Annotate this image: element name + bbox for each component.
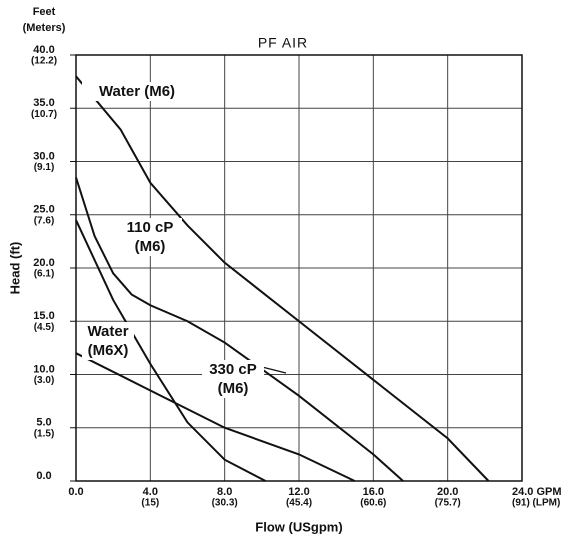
x-tick-sublabel: (60.6) bbox=[360, 498, 386, 509]
y-tick-label: 25.0 bbox=[33, 204, 54, 216]
y-tick-sublabel: (3.0) bbox=[34, 375, 55, 386]
y-tick-sublabel: (4.5) bbox=[34, 322, 55, 333]
series-label: Water (M6X) bbox=[82, 322, 134, 360]
x-tick-sublabel: (75.7) bbox=[435, 498, 461, 509]
x-tick-sublabel: (30.3) bbox=[212, 498, 238, 509]
x-tick-label: 16.0 bbox=[363, 486, 384, 498]
series-line bbox=[75, 352, 356, 482]
x-axis-label: Flow (USgpm) bbox=[255, 519, 342, 534]
y-tick-label: 30.0 bbox=[33, 150, 54, 162]
series-label: 330 cP (M6) bbox=[202, 360, 264, 398]
y-tick-sublabel: (12.2) bbox=[31, 56, 57, 67]
y-tick-label: 20.0 bbox=[33, 257, 54, 269]
y-tick-label: 0.0 bbox=[36, 470, 51, 482]
series-line bbox=[75, 219, 267, 482]
x-tick-label: 4.0 bbox=[143, 486, 158, 498]
x-tick-label: 8.0 bbox=[217, 486, 232, 498]
y-tick-label: 40.0 bbox=[33, 44, 54, 56]
x-tick-sublabel: (15) bbox=[141, 498, 159, 509]
x-tick-label: 20.0 bbox=[437, 486, 458, 498]
y-tick-label: 15.0 bbox=[33, 310, 54, 322]
y-unit-sublabel: (Meters) bbox=[23, 22, 66, 34]
y-tick-sublabel: (1.5) bbox=[34, 428, 55, 439]
x-tick-sublabel: (91) (LPM) bbox=[512, 498, 560, 509]
chart-title: PF AIR bbox=[258, 35, 308, 51]
x-tick-sublabel: (45.4) bbox=[286, 498, 312, 509]
y-tick-label: 10.0 bbox=[33, 363, 54, 375]
series-label: Water (M6) bbox=[82, 82, 192, 101]
y-tick-sublabel: (10.7) bbox=[31, 109, 57, 120]
y-unit-label: Feet bbox=[33, 6, 56, 18]
x-tick-label: 0.0 bbox=[68, 486, 83, 498]
y-tick-sublabel: (7.6) bbox=[34, 215, 55, 226]
y-tick-label: 35.0 bbox=[33, 97, 54, 109]
series-label: 110 cP (M6) bbox=[118, 218, 182, 256]
plot-frame bbox=[75, 54, 523, 482]
series-line bbox=[75, 75, 490, 482]
x-tick-label: 24.0 GPM bbox=[512, 486, 562, 498]
y-tick-sublabel: (6.1) bbox=[34, 269, 55, 280]
y-tick-label: 5.0 bbox=[36, 417, 51, 429]
x-tick-label: 12.0 bbox=[288, 486, 309, 498]
y-axis-label: Head (ft) bbox=[7, 242, 22, 295]
label-leader bbox=[261, 366, 287, 374]
series-line bbox=[75, 177, 404, 482]
y-tick-sublabel: (9.1) bbox=[34, 162, 55, 173]
